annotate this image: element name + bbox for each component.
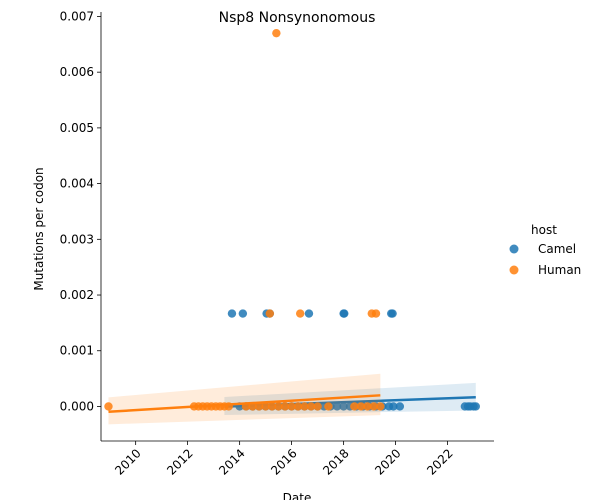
x-tick-label: 2014 — [216, 446, 247, 477]
camel-point — [227, 309, 237, 318]
y-tick-label: 0.000 — [60, 399, 94, 413]
human-point — [267, 402, 277, 411]
legend-label-human: Human — [538, 263, 581, 277]
human-point — [261, 402, 270, 411]
y-tick-label: 0.005 — [60, 121, 94, 135]
human-point — [369, 402, 378, 411]
x-tick-label: 2016 — [268, 446, 299, 477]
human-point — [296, 309, 305, 318]
x-tick-label: 2010 — [112, 446, 143, 477]
y-tick-label: 0.004 — [60, 177, 94, 191]
x-tick-label: 2022 — [424, 446, 455, 477]
human-regression-line — [108, 394, 381, 413]
human-series — [104, 28, 385, 425]
camel-point — [471, 402, 480, 411]
camel-point — [388, 309, 397, 318]
y-tick-label: 0.001 — [60, 344, 94, 358]
legend-marker-human — [509, 265, 519, 275]
y-ticks: 0.000 0.001 0.002 0.003 0.004 0.005 0.006 0.007 — [60, 9, 101, 413]
human-point — [272, 28, 281, 38]
human-point — [280, 402, 290, 411]
human-point — [300, 402, 309, 411]
y-tick-label: 0.007 — [60, 9, 94, 23]
camel-point — [332, 402, 342, 411]
camel-point — [340, 309, 349, 318]
y-axis-label: Mutations per codon — [32, 167, 46, 290]
human-point — [306, 402, 316, 411]
camel-point — [395, 402, 405, 411]
human-point — [363, 402, 372, 411]
human-point — [324, 402, 333, 411]
chart-title: Nsp8 Nonsynonomous — [219, 10, 376, 26]
human-point — [350, 402, 359, 411]
plot-area — [104, 28, 480, 425]
human-point — [371, 309, 381, 318]
human-point — [254, 402, 264, 411]
x-axis-label: Date — [283, 491, 312, 500]
y-tick-label: 0.006 — [60, 65, 94, 79]
human-point — [356, 402, 366, 411]
camel-point — [339, 402, 348, 411]
legend: host Camel Human — [509, 223, 581, 277]
camel-point — [389, 402, 398, 411]
camel-point — [304, 309, 314, 318]
x-ticks: 2010 2012 2014 2016 2018 2020 2022 — [112, 441, 456, 478]
legend-label-camel: Camel — [538, 242, 576, 256]
x-tick-label: 2020 — [372, 446, 403, 477]
human-point — [274, 402, 283, 411]
human-point — [265, 309, 275, 318]
human-confidence-band — [108, 373, 381, 425]
legend-title: host — [531, 223, 557, 237]
human-point — [313, 402, 322, 411]
human-point — [287, 402, 296, 411]
y-tick-label: 0.002 — [60, 288, 94, 302]
human-point — [293, 402, 303, 411]
human-point — [376, 402, 385, 411]
y-tick-label: 0.003 — [60, 232, 94, 246]
human-point — [104, 402, 113, 411]
legend-marker-camel — [509, 244, 519, 254]
camel-point — [238, 309, 248, 318]
x-tick-label: 2012 — [164, 446, 195, 477]
x-tick-label: 2018 — [320, 446, 351, 477]
